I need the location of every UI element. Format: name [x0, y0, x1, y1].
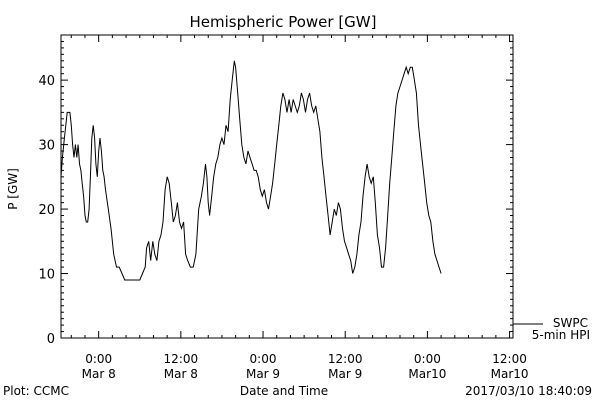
x-tick-date-label: Mar10: [408, 367, 446, 381]
footer-right: 2017/03/10 18:40:09: [465, 384, 592, 398]
x-tick-time-label: 12:00: [328, 352, 363, 366]
legend-text-line1: SWPC: [553, 316, 588, 330]
plot-frame: [60, 34, 514, 339]
x-tick-time-label: 0:00: [250, 352, 277, 366]
x-tick-time-label: 0:00: [85, 352, 112, 366]
x-tick-time-label: 12:00: [164, 352, 199, 366]
y-axis-label: P [GW]: [6, 168, 20, 210]
legend-text-line2: 5-min HPI: [532, 328, 590, 342]
x-tick-date-label: Mar 8: [82, 367, 116, 381]
x-tick-date-label: Mar 8: [164, 367, 198, 381]
series-line-hpi: [60, 60, 442, 281]
y-tick-label: 0: [47, 332, 55, 347]
x-tick-date-label: Mar 9: [246, 367, 280, 381]
x-axis-label: Date and Time: [240, 384, 328, 398]
x-tick-date-label: Mar10: [491, 367, 529, 381]
y-tick-label: 40: [38, 74, 55, 89]
x-tick-date-label: Mar 9: [328, 367, 362, 381]
footer-left: Plot: CCMC: [3, 384, 69, 398]
chart-title: Hemispheric Power [GW]: [190, 13, 377, 31]
y-tick-label: 10: [38, 268, 55, 283]
x-tick-time-label: 12:00: [492, 352, 527, 366]
y-tick-label: 30: [38, 139, 55, 154]
y-axis-ticks: 0 10 20 30 40: [38, 34, 513, 347]
x-tick-time-label: 0:00: [414, 352, 441, 366]
y-tick-label: 20: [38, 203, 55, 218]
